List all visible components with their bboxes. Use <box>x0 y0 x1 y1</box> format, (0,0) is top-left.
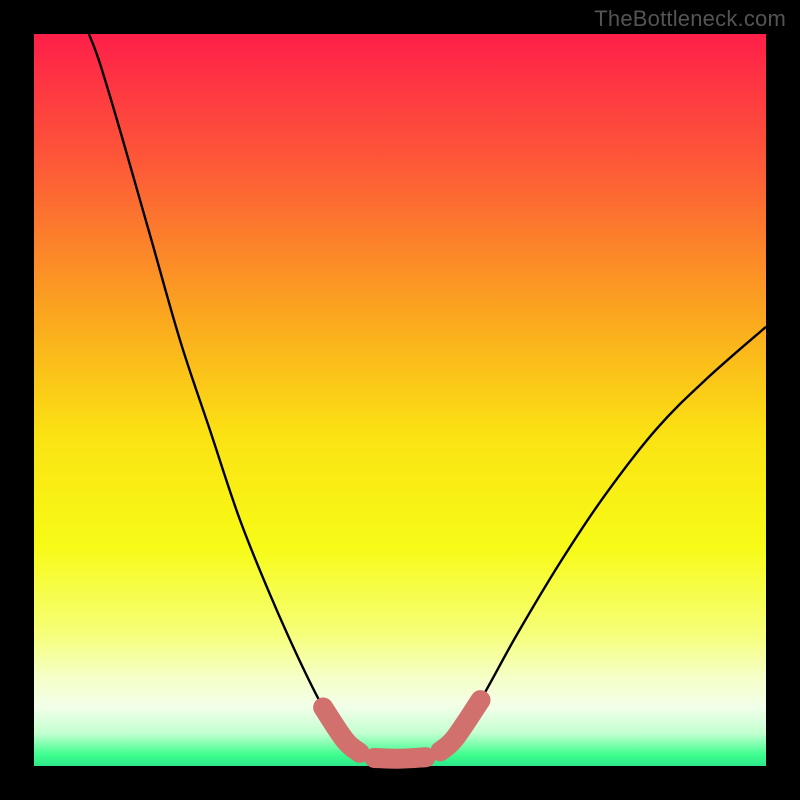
plot-background <box>34 34 766 766</box>
bottleneck-chart <box>0 0 800 800</box>
chart-root: TheBottleneck.com <box>0 0 800 800</box>
highlight-segment <box>374 757 425 758</box>
watermark-label: TheBottleneck.com <box>594 6 786 32</box>
